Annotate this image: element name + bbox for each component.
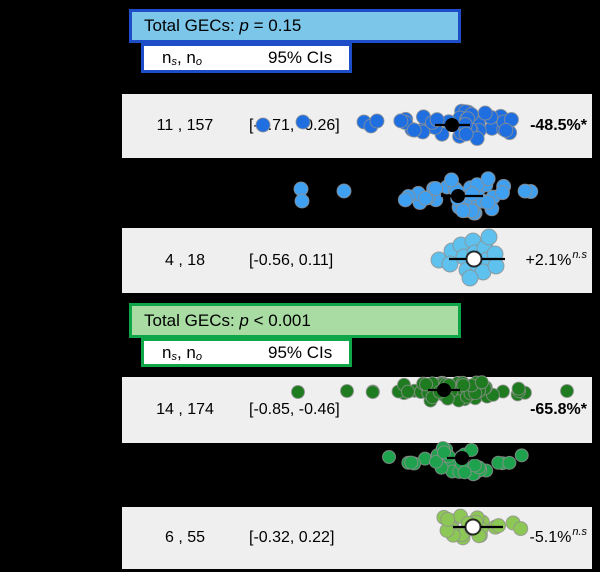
legend-n1: n: [162, 48, 172, 67]
sample-counts: 14 , 174: [156, 401, 214, 418]
result-row-3: 14 , 174 [-0.85, -0.46] -65.8% *: [122, 377, 592, 443]
sample-counts: 4 , 18: [164, 251, 206, 269]
legend-n2: , n: [176, 342, 196, 362]
confidence-interval: [-0.56, 0.11]: [249, 251, 334, 269]
sample-counts: 6 , 55: [164, 529, 206, 546]
sample-counts: 11 , 157: [156, 117, 214, 134]
confidence-interval: [-0.85, -0.46]: [249, 401, 340, 418]
effect-value: -48.5%: [530, 117, 581, 134]
significance-marker: n.s: [572, 248, 587, 261]
legend-sub-s: s: [171, 56, 177, 68]
result-row-0: 11 , 157 [-0.71, -0.26] -48.5% *: [122, 94, 592, 158]
legend-ci-header: 95% CIs: [268, 48, 333, 67]
confidence-interval: [-0.32, 0.22]: [249, 529, 335, 546]
effect-label: -48.5% *: [530, 94, 587, 158]
legend-n1: n: [162, 342, 172, 362]
swarm-row-4: [382, 440, 529, 482]
result-row-5: 6 , 55 [-0.32, 0.22] -5.1% n.s: [122, 507, 592, 569]
significance-marker: *: [580, 117, 587, 134]
significance-marker: *: [580, 401, 587, 418]
legend-ci-header: 95% CIs: [268, 342, 333, 362]
effect-value: +2.1%: [525, 251, 572, 269]
result-row-2: 4 , 18 [-0.56, 0.11] +2.1% n.s: [122, 228, 592, 293]
panel-title-green: Total GECs: p < 0.001: [144, 311, 311, 331]
legend-sub-o: o: [195, 350, 202, 363]
panel-header-blue: Total GECs: p = 0.15: [129, 9, 461, 43]
panel-title-blue: Total GECs: p = 0.15: [144, 16, 301, 36]
panel-title-prefix: Total GECs:: [144, 310, 240, 330]
confidence-interval: [-0.71, -0.26]: [249, 117, 340, 134]
legend-sub-s: s: [171, 350, 177, 363]
effect-label: -5.1% n.s: [530, 507, 587, 569]
swarm-row-1: [293, 171, 539, 221]
effect-value: -65.8%: [530, 401, 581, 418]
effect-label: +2.1% n.s: [526, 228, 588, 293]
panel-title-p-italic: p: [239, 16, 249, 35]
panel-header-green: Total GECs: p < 0.001: [129, 303, 461, 338]
legend-n2: , n: [176, 48, 196, 67]
effect-value: -5.1%: [529, 529, 572, 546]
significance-marker: n.s: [572, 526, 587, 538]
panel-title-prefix: Total GECs:: [144, 16, 240, 35]
panel-title-pvalue: = 0.15: [248, 16, 302, 35]
effect-label: -65.8% *: [530, 377, 587, 443]
panel-title-p-italic: p: [239, 310, 249, 330]
legend-sub-o: o: [195, 56, 202, 68]
panel-title-pvalue: < 0.001: [248, 310, 311, 330]
